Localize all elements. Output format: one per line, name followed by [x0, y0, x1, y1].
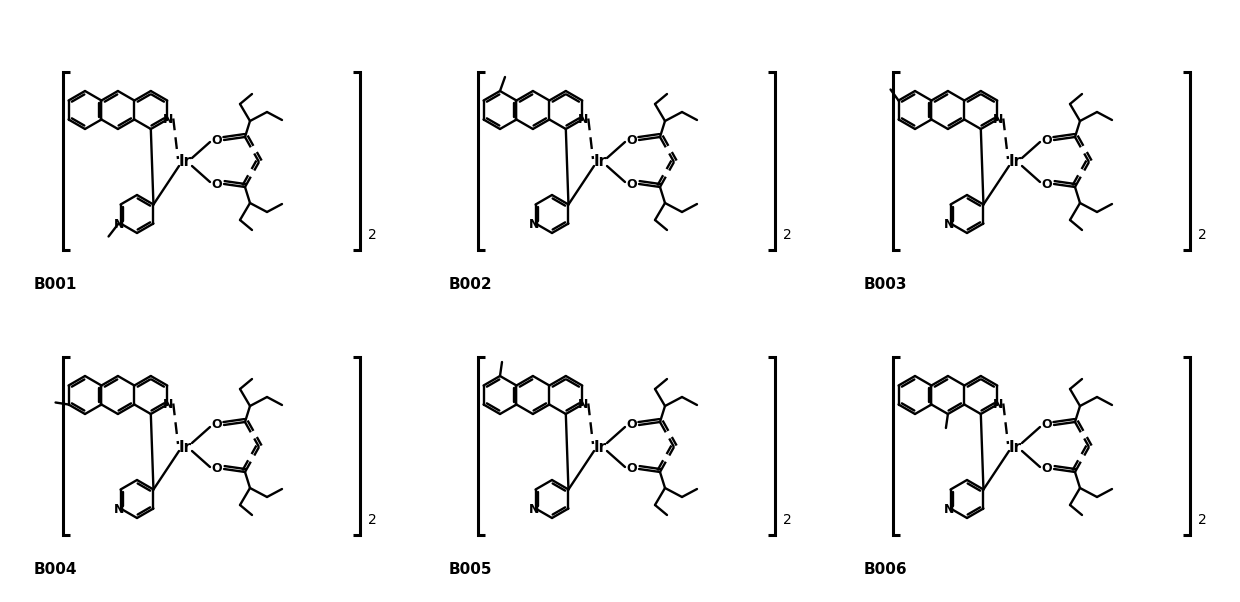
Text: N: N [578, 113, 589, 126]
Text: N: N [164, 398, 174, 411]
Text: Ir: Ir [594, 155, 606, 170]
Text: N: N [578, 398, 589, 411]
Text: B005: B005 [448, 562, 492, 577]
Text: 2: 2 [1198, 513, 1207, 527]
Text: O: O [212, 134, 222, 146]
Text: 2: 2 [782, 513, 792, 527]
Text: N: N [114, 218, 125, 231]
Text: O: O [1042, 178, 1053, 190]
Text: B001: B001 [33, 277, 77, 292]
Text: B002: B002 [448, 277, 492, 292]
Text: B006: B006 [863, 562, 906, 577]
Text: N: N [945, 218, 955, 231]
Text: O: O [626, 462, 637, 476]
Text: N: N [945, 503, 955, 516]
Text: O: O [626, 178, 637, 190]
Text: O: O [212, 178, 222, 190]
Text: O: O [1042, 462, 1053, 476]
Text: O: O [212, 418, 222, 432]
Text: O: O [212, 462, 222, 476]
Text: N: N [993, 398, 1003, 411]
Text: B004: B004 [33, 562, 77, 577]
Text: N: N [164, 113, 174, 126]
Text: N: N [114, 503, 125, 516]
Text: B003: B003 [863, 277, 906, 292]
Text: O: O [626, 134, 637, 146]
Text: O: O [1042, 418, 1053, 432]
Text: N: N [993, 113, 1003, 126]
Text: Ir: Ir [1008, 439, 1022, 455]
Text: Ir: Ir [1008, 155, 1022, 170]
Text: 2: 2 [368, 513, 377, 527]
Text: N: N [529, 218, 539, 231]
Text: Ir: Ir [594, 439, 606, 455]
Text: Ir: Ir [179, 439, 191, 455]
Text: O: O [1042, 134, 1053, 146]
Text: 2: 2 [368, 228, 377, 242]
Text: 2: 2 [782, 228, 792, 242]
Text: 2: 2 [1198, 228, 1207, 242]
Text: N: N [529, 503, 539, 516]
Text: Ir: Ir [179, 155, 191, 170]
Text: O: O [626, 418, 637, 432]
